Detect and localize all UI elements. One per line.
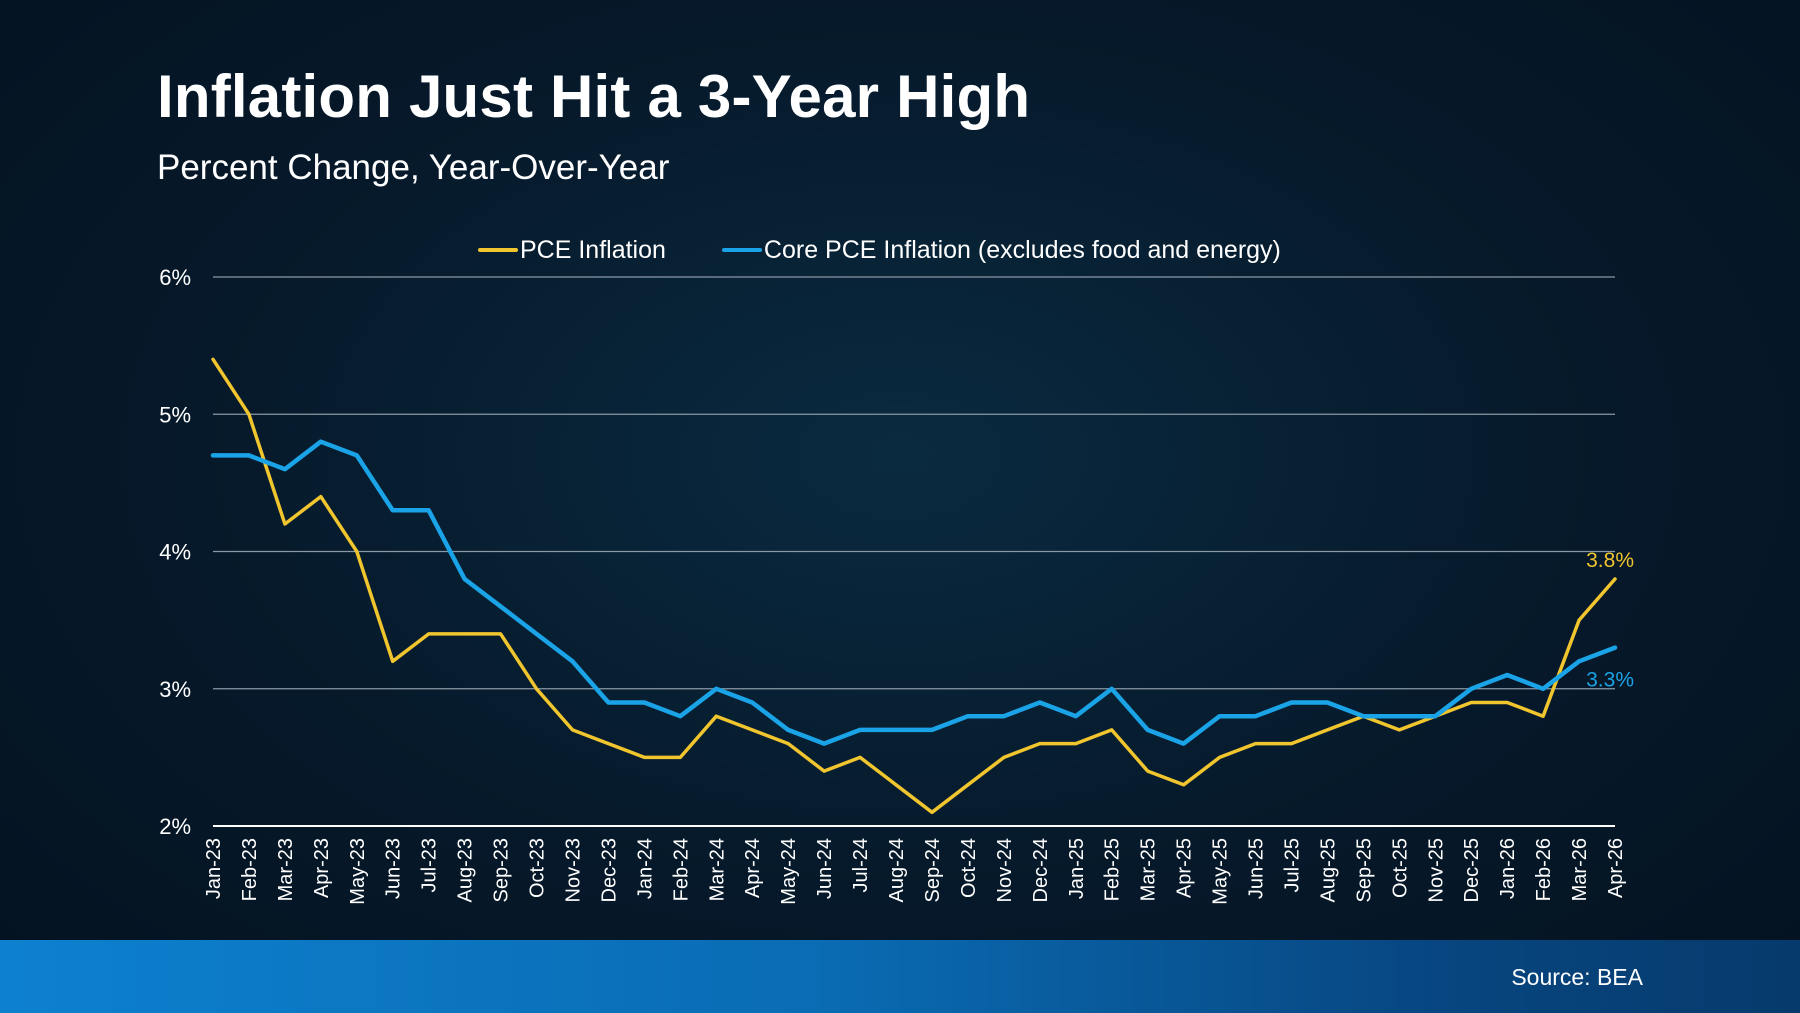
- x-tick-label: Feb-25: [1102, 838, 1124, 901]
- x-tick-label: Jun-23: [383, 838, 405, 899]
- y-tick-label: 2%: [159, 814, 191, 839]
- y-axis-ticks: 2% 3% 4% 5% 6%: [159, 265, 191, 839]
- x-tick-label: Jul-25: [1281, 838, 1303, 892]
- end-label-core-pce: 3.3%: [1586, 669, 1634, 692]
- x-tick-label: Nov-25: [1425, 838, 1447, 902]
- x-tick-label: Jan-25: [1066, 838, 1088, 899]
- x-tick-label: Jun-25: [1246, 838, 1268, 899]
- x-tick-label: Jul-24: [850, 838, 872, 892]
- x-tick-label: Jul-23: [419, 838, 441, 892]
- legend-item-pce: PCE Inflation: [478, 236, 666, 265]
- chart-subtitle: Percent Change, Year-Over-Year: [157, 148, 670, 187]
- x-tick-label: Mar-25: [1138, 838, 1160, 901]
- x-tick-label: Sep-25: [1353, 838, 1375, 903]
- y-tick-label: 6%: [159, 265, 191, 290]
- x-tick-label: Mar-24: [706, 838, 728, 901]
- x-tick-label: Jan-24: [634, 838, 656, 899]
- legend-item-core-pce: Core PCE Inflation (excludes food and en…: [721, 235, 1281, 265]
- line-chart: 2% 3% 4% 5% 6% Jan-23 Feb-23 Mar-23 Apr-23 May-2…: [159, 265, 1634, 905]
- legend-swatch-pce: [478, 248, 518, 252]
- chart-title: Inflation Just Hit a 3-Year High: [157, 63, 1031, 130]
- x-tick-label: Oct-23: [527, 838, 549, 898]
- x-axis-ticks: Jan-23 Feb-23 Mar-23 Apr-23 May-23 Jun-23 Jul-…: [203, 838, 1627, 905]
- y-tick-label: 5%: [159, 402, 191, 427]
- x-tick-label: Apr-23: [311, 838, 333, 898]
- end-label-pce: 3.8%: [1586, 549, 1634, 572]
- x-tick-label: Dec-23: [598, 838, 620, 902]
- x-tick-label: Apr-26: [1605, 838, 1627, 898]
- x-tick-label: Sep-24: [922, 838, 944, 903]
- x-tick-label: May-25: [1210, 838, 1232, 905]
- x-tick-label: Apr-24: [742, 838, 764, 898]
- x-tick-label: Mar-23: [275, 838, 297, 901]
- x-tick-label: Aug-23: [455, 838, 477, 903]
- x-tick-label: Oct-24: [958, 838, 980, 898]
- x-tick-label: Oct-25: [1389, 838, 1411, 898]
- x-tick-label: Nov-23: [562, 838, 584, 902]
- legend-swatch-core-pce: [721, 248, 762, 252]
- x-tick-label: Aug-25: [1317, 838, 1339, 903]
- x-tick-label: Jan-23: [203, 838, 225, 899]
- x-tick-label: Dec-24: [1030, 838, 1052, 902]
- source-label: Source: BEA: [1511, 964, 1643, 990]
- x-tick-label: Nov-24: [994, 838, 1016, 902]
- x-tick-label: Sep-23: [491, 838, 513, 903]
- x-tick-label: Feb-23: [239, 838, 261, 901]
- series-line-pce: [211, 357, 1617, 815]
- x-tick-label: May-24: [778, 838, 800, 905]
- y-tick-label: 4%: [159, 540, 191, 565]
- x-tick-label: Jan-26: [1497, 838, 1519, 899]
- chart-grid: [213, 276, 1615, 827]
- chart-series: [210, 357, 1618, 815]
- x-tick-label: Mar-26: [1569, 838, 1591, 901]
- x-tick-label: Dec-25: [1461, 838, 1483, 902]
- x-tick-label: Feb-24: [670, 838, 692, 901]
- series-line-core-pce: [210, 439, 1618, 746]
- x-tick-label: May-23: [347, 838, 369, 905]
- chart-legend: PCE Inflation Core PCE Inflation (exclud…: [478, 234, 1337, 266]
- x-tick-label: Jun-24: [814, 838, 836, 899]
- x-tick-label: Aug-24: [886, 838, 908, 903]
- y-tick-label: 3%: [159, 677, 191, 702]
- chart-end-labels: 3.8% 3.3%: [1586, 549, 1634, 692]
- x-tick-label: Apr-25: [1174, 838, 1196, 898]
- x-tick-label: Feb-26: [1533, 838, 1555, 901]
- footer-bar: Source: BEA: [0, 940, 1800, 1013]
- legend-label-pce: PCE Inflation: [520, 235, 666, 264]
- legend-label-core-pce: Core PCE Inflation (excludes food and en…: [763, 235, 1281, 264]
